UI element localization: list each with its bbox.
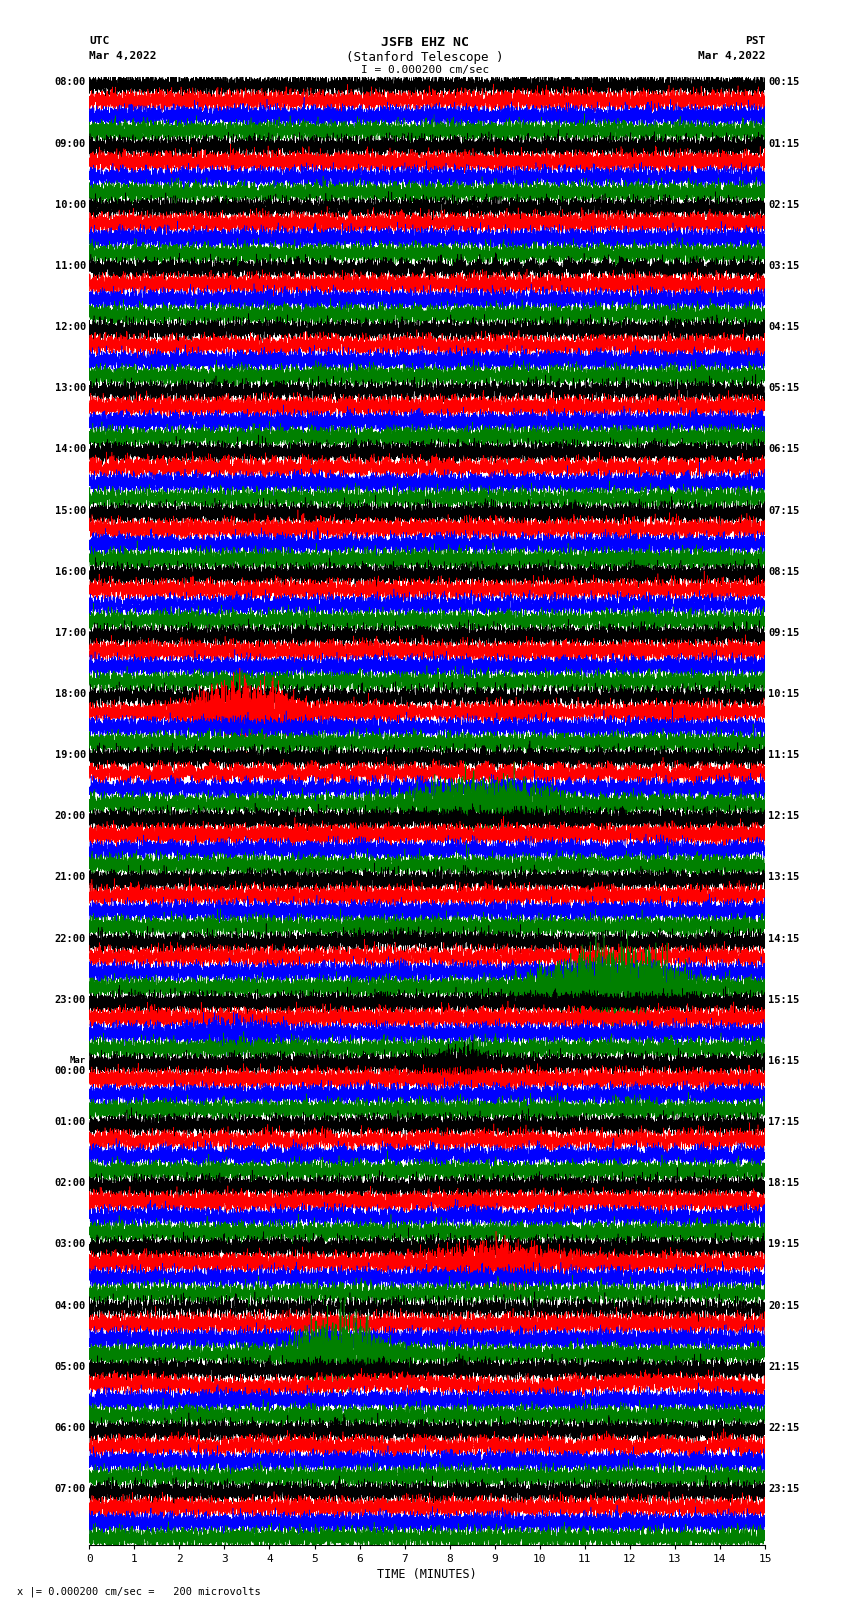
Text: 09:00: 09:00 (54, 139, 86, 148)
Text: 06:00: 06:00 (54, 1423, 86, 1432)
Text: 14:00: 14:00 (54, 444, 86, 455)
X-axis label: TIME (MINUTES): TIME (MINUTES) (377, 1568, 477, 1581)
Text: 21:15: 21:15 (768, 1361, 800, 1371)
Text: 13:15: 13:15 (768, 873, 800, 882)
Text: 20:00: 20:00 (54, 811, 86, 821)
Text: 14:15: 14:15 (768, 934, 800, 944)
Text: 00:00: 00:00 (54, 1066, 86, 1076)
Text: 00:15: 00:15 (768, 77, 800, 87)
Text: 12:15: 12:15 (768, 811, 800, 821)
Text: 23:00: 23:00 (54, 995, 86, 1005)
Text: 17:00: 17:00 (54, 627, 86, 637)
Text: Mar: Mar (70, 1057, 86, 1065)
Text: x |= 0.000200 cm/sec =   200 microvolts: x |= 0.000200 cm/sec = 200 microvolts (17, 1586, 261, 1597)
Text: 15:00: 15:00 (54, 505, 86, 516)
Text: 10:15: 10:15 (768, 689, 800, 698)
Text: 11:15: 11:15 (768, 750, 800, 760)
Text: 11:00: 11:00 (54, 261, 86, 271)
Text: 05:00: 05:00 (54, 1361, 86, 1371)
Text: 08:00: 08:00 (54, 77, 86, 87)
Text: 08:15: 08:15 (768, 566, 800, 577)
Text: (Stanford Telescope ): (Stanford Telescope ) (346, 50, 504, 65)
Text: 06:15: 06:15 (768, 444, 800, 455)
Text: 17:15: 17:15 (768, 1118, 800, 1127)
Text: 03:15: 03:15 (768, 261, 800, 271)
Text: 01:15: 01:15 (768, 139, 800, 148)
Text: 02:00: 02:00 (54, 1177, 86, 1189)
Text: 09:15: 09:15 (768, 627, 800, 637)
Text: UTC: UTC (89, 37, 110, 47)
Text: 12:00: 12:00 (54, 323, 86, 332)
Text: 05:15: 05:15 (768, 384, 800, 394)
Text: Mar 4,2022: Mar 4,2022 (89, 50, 156, 61)
Text: 21:00: 21:00 (54, 873, 86, 882)
Text: 18:15: 18:15 (768, 1177, 800, 1189)
Text: I = 0.000200 cm/sec: I = 0.000200 cm/sec (361, 65, 489, 76)
Text: 19:00: 19:00 (54, 750, 86, 760)
Text: JSFB EHZ NC: JSFB EHZ NC (381, 37, 469, 50)
Text: 15:15: 15:15 (768, 995, 800, 1005)
Text: 10:00: 10:00 (54, 200, 86, 210)
Text: 20:15: 20:15 (768, 1300, 800, 1311)
Text: 04:00: 04:00 (54, 1300, 86, 1311)
Text: 22:00: 22:00 (54, 934, 86, 944)
Text: 16:15: 16:15 (768, 1057, 800, 1066)
Text: 07:15: 07:15 (768, 505, 800, 516)
Text: 23:15: 23:15 (768, 1484, 800, 1494)
Text: 02:15: 02:15 (768, 200, 800, 210)
Text: 16:00: 16:00 (54, 566, 86, 577)
Text: 04:15: 04:15 (768, 323, 800, 332)
Text: 19:15: 19:15 (768, 1239, 800, 1250)
Text: 07:00: 07:00 (54, 1484, 86, 1494)
Text: Mar 4,2022: Mar 4,2022 (698, 50, 765, 61)
Text: 18:00: 18:00 (54, 689, 86, 698)
Text: 03:00: 03:00 (54, 1239, 86, 1250)
Text: 22:15: 22:15 (768, 1423, 800, 1432)
Text: PST: PST (745, 37, 765, 47)
Text: 13:00: 13:00 (54, 384, 86, 394)
Text: 01:00: 01:00 (54, 1118, 86, 1127)
